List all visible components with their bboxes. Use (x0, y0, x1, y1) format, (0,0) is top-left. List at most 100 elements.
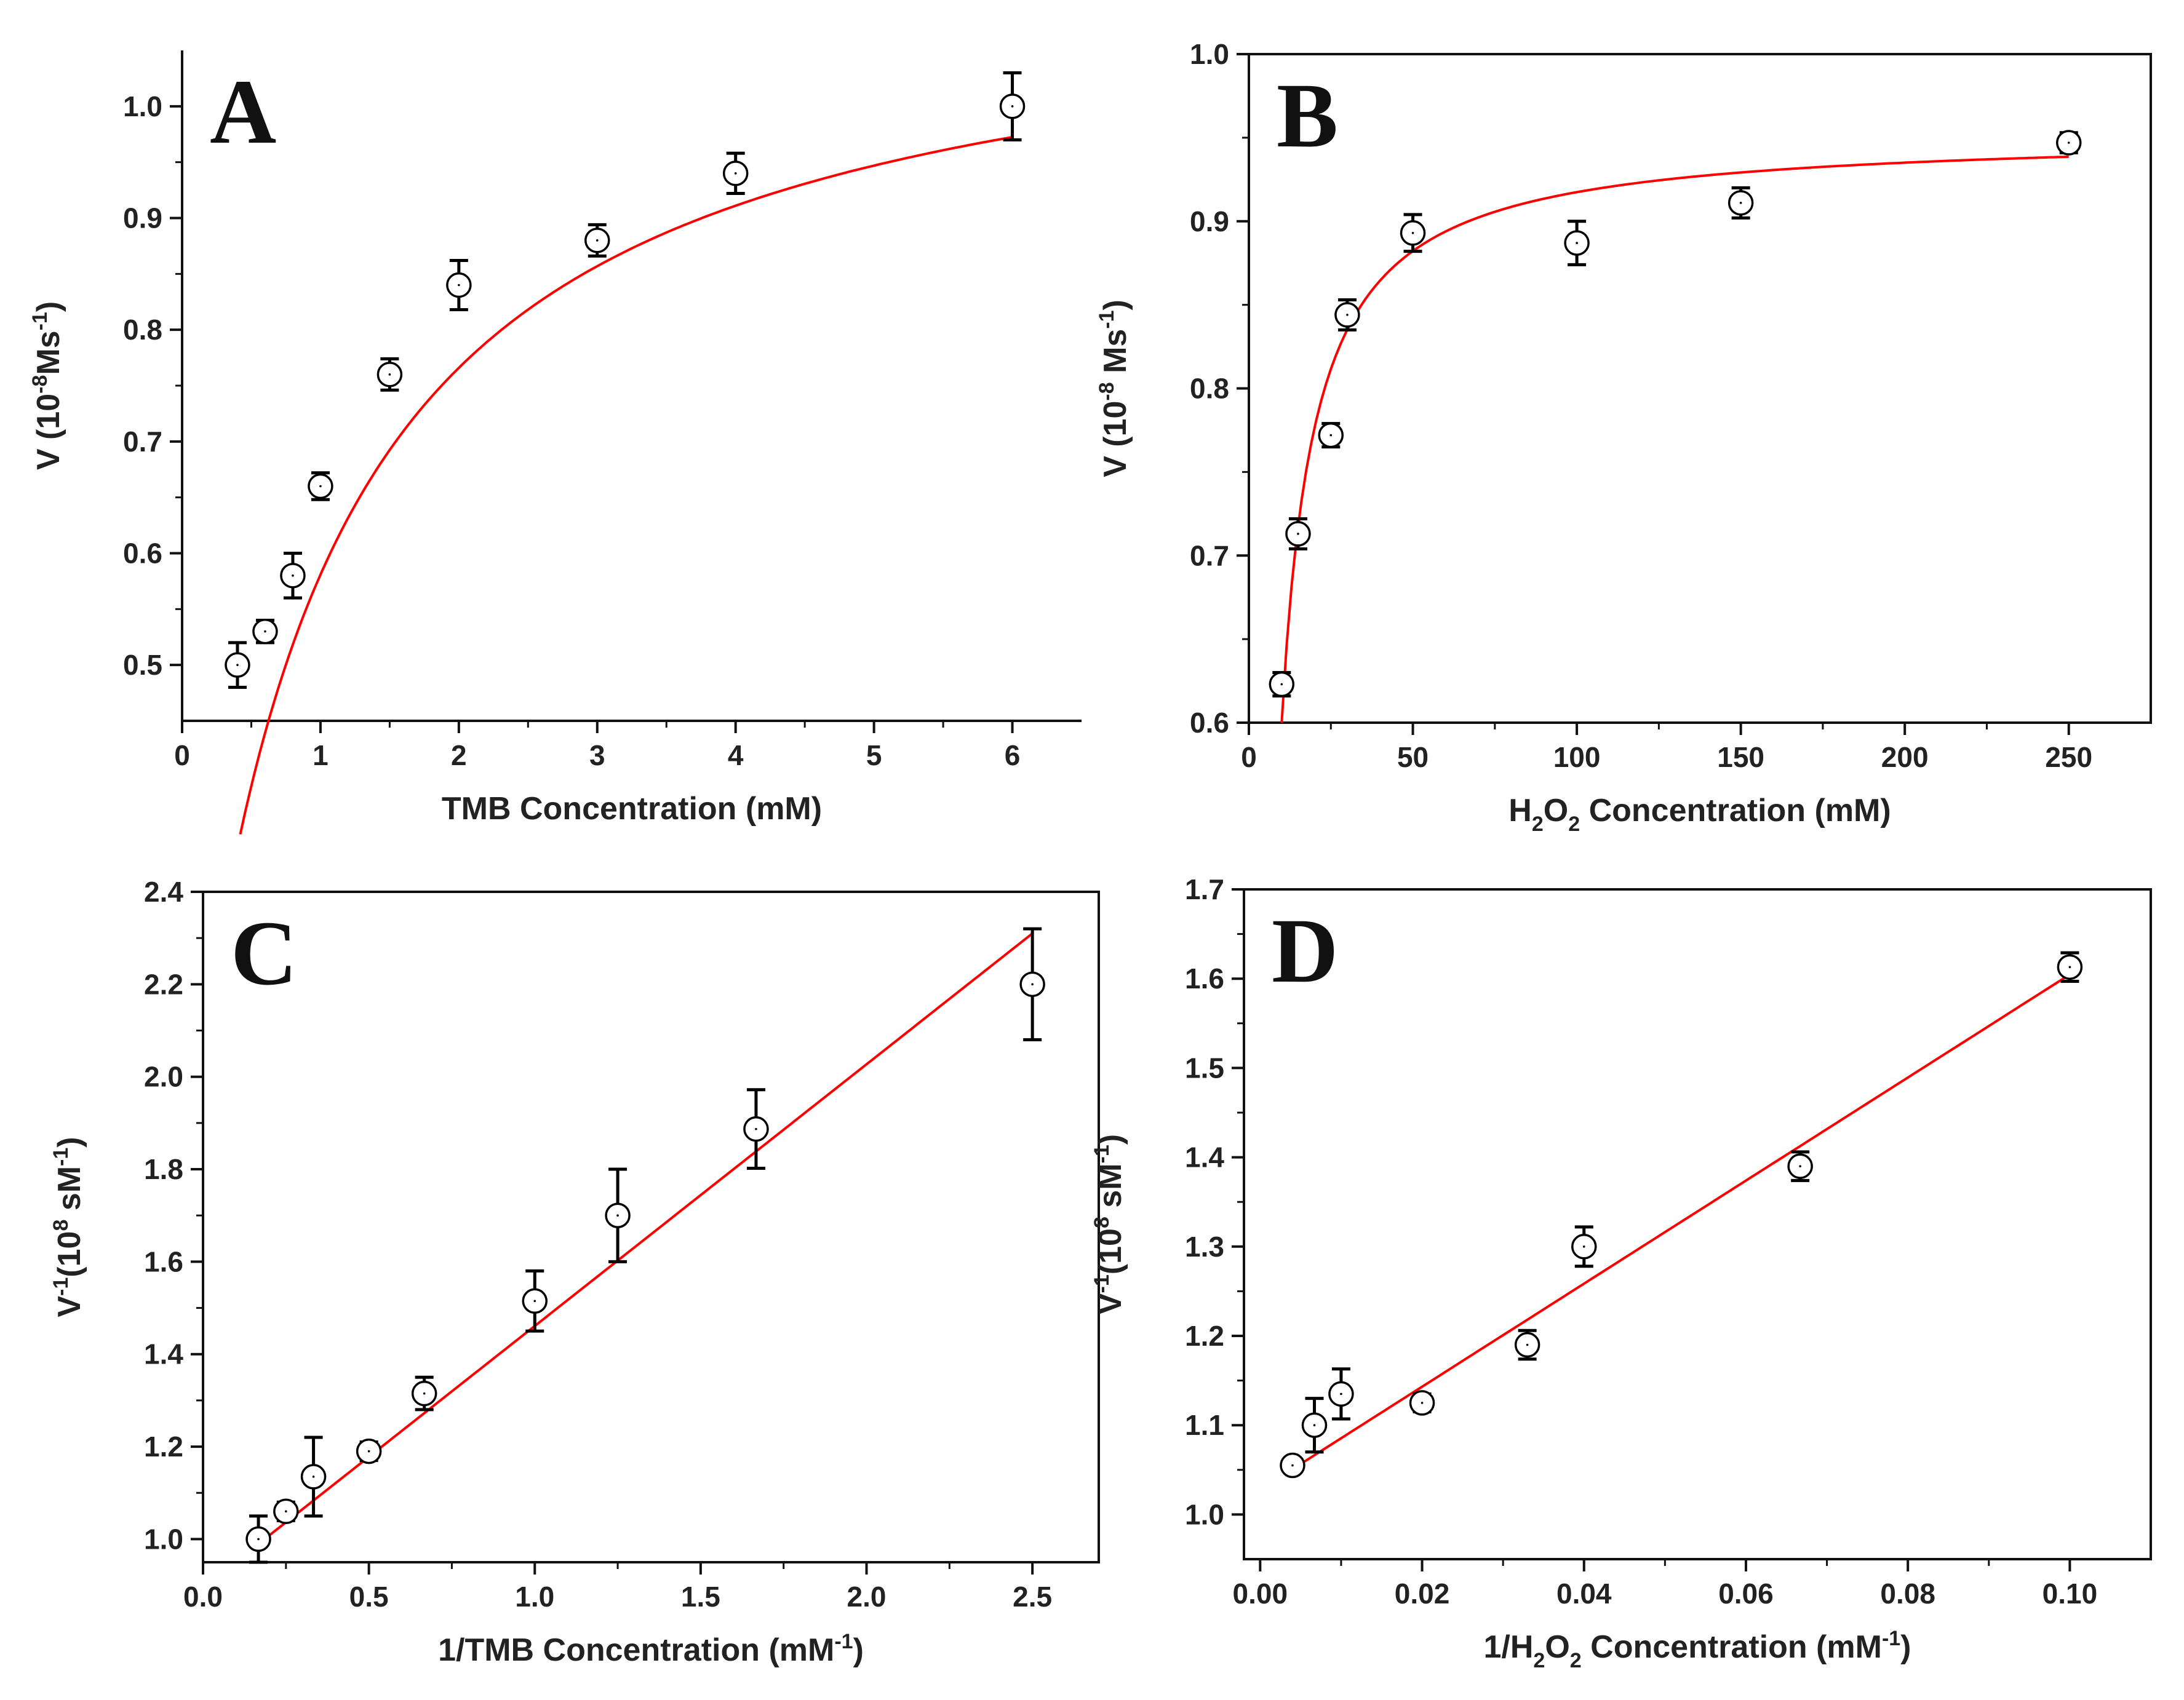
x-tick-label: 0.06 (1718, 1578, 1774, 1610)
y-tick-label: 1.0 (144, 1523, 183, 1555)
marker-center (292, 574, 294, 577)
marker-center (2067, 141, 2070, 144)
y-tick-label: 1.6 (1185, 963, 1224, 995)
panel-a: 0 1 2 3 4 5 6 0.5 0.6 0.7 0.8 0.9 1.0 A TMB Concentrat… (28, 50, 1082, 835)
x-tick-label: 2 (451, 739, 467, 771)
y-tick-label: 0.5 (123, 649, 162, 681)
panel-b: 0 50 100 150 200 250 0.6 0.7 0.8 0.9 1.0 B H2O2 Conc… (1095, 38, 2152, 836)
marker-center (1280, 683, 1283, 686)
y-tick-label: 1.8 (144, 1153, 183, 1185)
y-tick-label: 0.7 (1190, 539, 1229, 571)
y-tick-label: 1.2 (144, 1431, 183, 1463)
marker-center (1346, 314, 1349, 316)
y-tick-label: 1.1 (1185, 1409, 1224, 1441)
marker-center (2068, 966, 2071, 969)
data-point (2057, 951, 2083, 983)
y-tick-label: 0.9 (1190, 205, 1229, 237)
marker-center (755, 1127, 757, 1130)
marker-center (264, 630, 266, 633)
x-axis-title: 1/H2O2 Concentration (mM-1) (1484, 1627, 1911, 1672)
marker-center (319, 485, 322, 488)
data-point (280, 552, 306, 600)
plot-frame (202, 891, 1100, 1563)
data-point (252, 618, 278, 645)
x-tick-label: 3 (589, 739, 605, 771)
data-point (377, 357, 403, 392)
y-tick-label: 1.2 (1185, 1320, 1224, 1352)
x-tick-label: 50 (1397, 741, 1429, 773)
marker-center (1291, 1464, 1294, 1467)
data-point (1728, 186, 1754, 220)
y-tick-label: 0.6 (123, 538, 162, 570)
data-point (1400, 213, 1426, 253)
data-point (743, 1088, 769, 1170)
x-tick-label: 5 (866, 739, 882, 771)
x-tick-label: 0.5 (349, 1581, 389, 1613)
y-axis-title-group: V-1(108 sM-1) (1090, 1134, 1128, 1314)
x-tick-label: 0 (1241, 741, 1257, 773)
y-axis-title: V-1(108 sM-1) (1090, 1134, 1128, 1314)
data-point (1301, 1397, 1328, 1454)
data-point (1318, 422, 1344, 449)
y-tick-label: 1.3 (1185, 1231, 1224, 1263)
y-axis-title-group: V (10-8Ms-1) (28, 301, 66, 470)
data-point (1269, 670, 1295, 698)
marker-center (1526, 1343, 1529, 1346)
data-point (308, 471, 333, 501)
marker-center (388, 373, 391, 376)
panel-letter: D (1272, 900, 1338, 1002)
data-point (446, 259, 472, 311)
y-tick-label: 2.4 (144, 876, 183, 908)
panel-d: 0.00 0.02 0.04 0.06 0.08 0.10 1.0 1.1 1.2 1.3 1.4 1… (1090, 873, 2152, 1672)
x-tick-label: 1 (313, 739, 329, 771)
marker-center (616, 1214, 619, 1217)
x-tick-label: 250 (2045, 741, 2092, 773)
data-point (273, 1498, 299, 1525)
y-tick-label: 1.4 (1185, 1142, 1224, 1174)
x-tick-label: 0.08 (1880, 1578, 1935, 1610)
fit-line (239, 135, 1013, 835)
x-tick-label: 100 (1553, 741, 1601, 773)
marker-center (458, 284, 460, 287)
fit-line (1280, 155, 2069, 723)
x-tick-label: 0.10 (2043, 1578, 2098, 1610)
plot-frame (1243, 888, 2152, 1560)
y-tick-label: 2.2 (144, 968, 183, 1000)
marker-center (1297, 533, 1299, 535)
data-point (1787, 1150, 1813, 1182)
y-axis-title: V (10-8 Ms-1) (1095, 300, 1133, 477)
x-tick-label: 0.04 (1556, 1578, 1612, 1610)
marker-center (734, 172, 737, 175)
data-point (225, 641, 250, 689)
marker-center (1031, 983, 1034, 986)
marker-center (236, 664, 239, 666)
panel-letter: B (1277, 65, 1338, 167)
plot-frame (1248, 53, 2152, 724)
y-tick-label: 2.0 (144, 1061, 183, 1093)
fit-line (1291, 973, 2071, 1471)
x-tick-label: 1.5 (681, 1581, 720, 1613)
x-tick-label: 2.5 (1013, 1581, 1052, 1613)
x-tick-label: 2.0 (847, 1581, 887, 1613)
y-axis-title-group: V-1(108 sM-1) (49, 1137, 87, 1317)
x-tick-label: 1.0 (515, 1581, 554, 1613)
data-point (1409, 1390, 1435, 1416)
x-axis-title: H2O2 Concentration (mM) (1508, 793, 1891, 836)
marker-center (1582, 1245, 1585, 1248)
data-point (2055, 130, 2082, 156)
y-tick-label: 1.0 (1190, 38, 1229, 70)
x-tick-label: 0.02 (1395, 1578, 1450, 1610)
x-tick-label: 4 (728, 739, 744, 771)
y-tick-label: 0.7 (123, 426, 162, 458)
marker-center (1329, 434, 1333, 437)
marker-center (257, 1538, 260, 1541)
x-tick-label: 6 (1005, 739, 1021, 771)
y-axis-title: V (10-8Ms-1) (28, 301, 66, 470)
data-point (1564, 220, 1590, 266)
y-tick-label: 0.8 (1190, 373, 1229, 405)
data-point (1285, 517, 1311, 550)
x-tick-label: 0 (174, 739, 190, 771)
data-point (411, 1375, 437, 1412)
data-point (605, 1167, 631, 1263)
